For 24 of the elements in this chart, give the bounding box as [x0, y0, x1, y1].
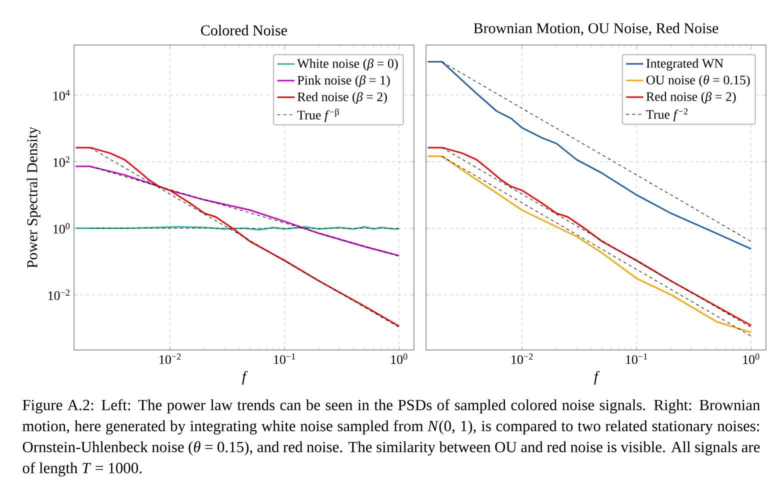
y-tick-label: 10$^{0}$	[54, 222, 70, 234]
x-tick-label: 10$^{0}$	[743, 354, 760, 364]
y-tick-label: 10$^{−2}$	[48, 290, 70, 300]
legend-label: True f$^{−2}$	[646, 108, 688, 122]
x-tick-label: 10$^{0}$	[391, 354, 408, 364]
legend-label: OU noise (θ = 0.15)	[646, 75, 750, 88]
legend-label: Integrated WN	[646, 58, 724, 70]
legend-label: True f$^{−β}$	[297, 108, 339, 122]
x-tick-label: 10$^{−1}$	[274, 354, 296, 364]
x-tick-label: 10$^{−1}$	[626, 354, 648, 364]
chart-title: Brownian Motion, OU Noise, Red Noise	[474, 22, 718, 36]
text: Figure A.2: Left: The power law trends can be seen in the PSDs of sampled colored noise signals. Right: Brownian motion, here generated by integrating white noise sampled from N(0, 1), is compared to two related stationary noises: Ornstein-Uhlenbeck noise (θ = 0.15), and red noise. The similarity between OU and red noise is visible. All signals are of length T = 1000.	[22, 399, 760, 476]
y-axis-title: Power Spectral Density	[26, 126, 40, 268]
x-tick-label: 10$^{−2}$	[160, 354, 181, 364]
legend-label: White noise (β = 0)	[297, 58, 398, 71]
x-axis-title: f	[242, 370, 248, 385]
y-tick-label: 10$^{2}$	[54, 156, 70, 167]
legend-label: Red noise (β = 2)	[298, 92, 387, 104]
legend-label: Red noise (β = 2)	[646, 92, 736, 104]
legend-label: Pink noise (β = 1)	[298, 75, 390, 88]
x-tick-label: 10$^{−2}$	[512, 354, 533, 364]
y-tick-label: 10$^{4}$	[54, 90, 70, 100]
x-axis-title: f	[594, 370, 600, 385]
chart-title: Colored Noise	[201, 24, 287, 36]
